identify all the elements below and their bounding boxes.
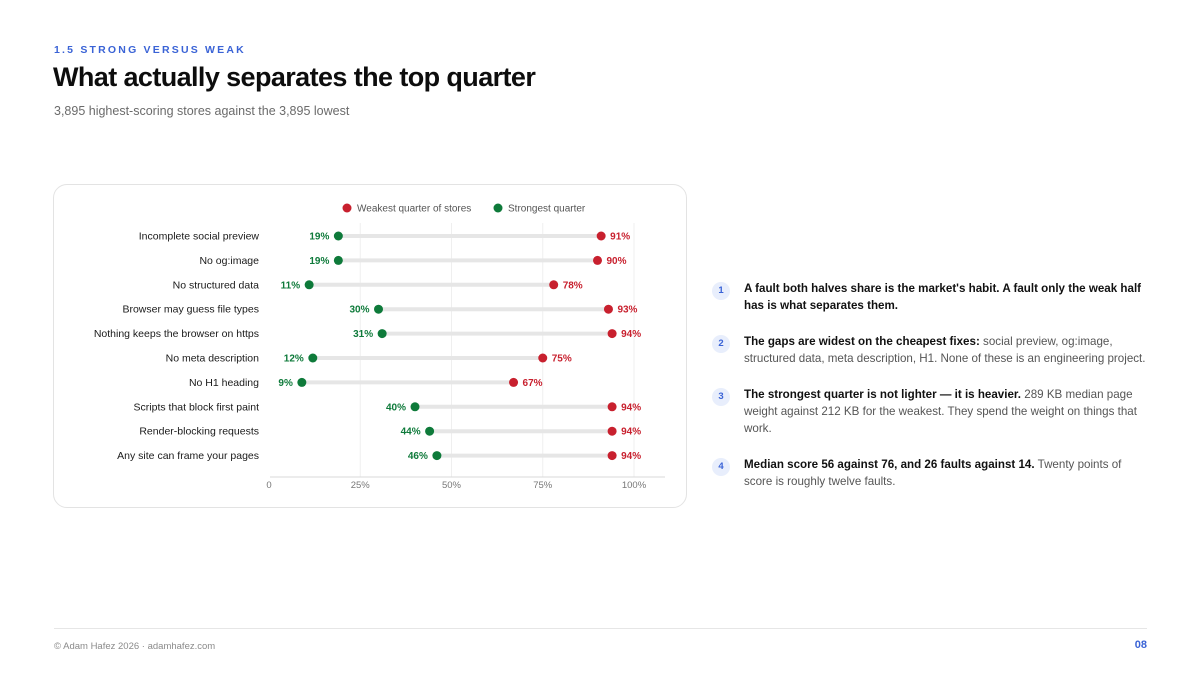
weak-dot xyxy=(596,231,606,241)
note-number: 3 xyxy=(712,388,730,406)
page-number: 08 xyxy=(1134,639,1147,651)
note-item: 3 The strongest quarter is not lighter —… xyxy=(712,386,1152,437)
weak-value-label: 93% xyxy=(617,305,637,316)
legend-weak-marker xyxy=(342,203,352,213)
strong-dot xyxy=(297,377,307,387)
note-body: social preview, og:image, structured dat… xyxy=(744,335,1146,365)
row-label: Browser may guess file types xyxy=(122,304,259,316)
row-label: No H1 heading xyxy=(189,377,259,389)
weak-value-label: 90% xyxy=(607,256,627,267)
note-item: 2 The gaps are widest on the cheapest fi… xyxy=(712,333,1152,367)
dumbbell-chart: 0 25% 50% 75% 100% Weakest quarter of stores S… xyxy=(94,203,665,491)
weak-dot xyxy=(549,280,559,290)
strong-value-label: 46% xyxy=(408,451,428,462)
weak-value-label: 94% xyxy=(621,402,641,413)
section-eyebrow: 1.5 STRONG VERSUS WEAK xyxy=(54,44,246,56)
insight-notes: 1 A fault both halves share is the marke… xyxy=(712,280,1152,509)
footer-credit: © Adam Hafez 2026 · adamhafez.com xyxy=(54,641,216,652)
note-item: 1 A fault both halves share is the marke… xyxy=(712,280,1152,314)
strong-value-label: 12% xyxy=(284,354,304,365)
strong-dot xyxy=(410,402,420,412)
weak-value-label: 94% xyxy=(621,329,641,340)
page-subtitle: 3,895 highest-scoring stores against the… xyxy=(54,104,350,118)
weak-dot xyxy=(607,402,617,412)
weak-dot xyxy=(607,329,617,339)
strong-value-label: 44% xyxy=(401,427,421,438)
strong-value-label: 31% xyxy=(353,329,373,340)
weak-value-label: 75% xyxy=(552,354,572,365)
row-label: No meta description xyxy=(166,353,260,365)
weak-value-label: 67% xyxy=(523,378,543,389)
weak-dot xyxy=(607,426,617,436)
weak-dot xyxy=(607,451,617,461)
note-number: 2 xyxy=(712,335,730,353)
weak-dot xyxy=(509,377,519,387)
row-label: Scripts that block first paint xyxy=(134,401,260,413)
strong-value-label: 19% xyxy=(309,256,329,267)
strong-value-label: 9% xyxy=(278,378,293,389)
chart-card: 0 25% 50% 75% 100% Weakest quarter of stores S… xyxy=(53,184,687,508)
note-number: 1 xyxy=(712,282,730,300)
strong-dot xyxy=(377,329,387,339)
row-label: Render-blocking requests xyxy=(139,426,259,438)
strong-dot xyxy=(333,231,343,241)
weak-value-label: 78% xyxy=(563,280,583,291)
strong-value-label: 30% xyxy=(349,305,369,316)
x-tick-label: 0 xyxy=(266,480,271,491)
strong-value-label: 19% xyxy=(309,232,329,243)
strong-dot xyxy=(432,451,442,461)
x-tick-label: 75% xyxy=(533,480,553,491)
row-label: Any site can frame your pages xyxy=(117,450,259,462)
note-lead: Median score 56 against 76, and 26 fault… xyxy=(744,458,1035,471)
legend-strong-label: Strongest quarter xyxy=(508,204,586,215)
strong-dot xyxy=(308,353,318,363)
x-tick-label: 25% xyxy=(351,480,371,491)
row-label: No og:image xyxy=(199,255,259,267)
weak-dot xyxy=(603,304,613,314)
note-number: 4 xyxy=(712,458,730,476)
weak-value-label: 91% xyxy=(610,232,630,243)
weak-dot xyxy=(538,353,548,363)
row-label: Incomplete social preview xyxy=(139,231,260,243)
note-lead: The gaps are widest on the cheapest fixe… xyxy=(744,335,980,348)
weak-value-label: 94% xyxy=(621,427,641,438)
footer-divider xyxy=(54,628,1147,629)
strong-value-label: 40% xyxy=(386,402,406,413)
strong-dot xyxy=(333,255,343,265)
x-tick-label: 100% xyxy=(622,480,647,491)
strong-dot xyxy=(425,426,435,436)
legend-strong-marker xyxy=(493,203,503,213)
strong-dot xyxy=(304,280,314,290)
note-lead: A fault both halves share is the market'… xyxy=(744,282,1142,312)
note-body: 289 KB median page weight against 212 KB… xyxy=(744,388,1137,435)
note-item: 4 Median score 56 against 76, and 26 fau… xyxy=(712,456,1152,490)
row-label: No structured data xyxy=(173,279,260,291)
page-title: What actually separates the top quarter xyxy=(53,62,536,92)
note-lead: The strongest quarter is not lighter — i… xyxy=(744,388,1022,401)
strong-dot xyxy=(374,304,383,314)
row-label: Nothing keeps the browser on https xyxy=(94,328,259,340)
weak-dot xyxy=(593,255,602,265)
note-body: Twenty points of score is roughly twelve… xyxy=(744,458,1122,488)
weak-value-label: 94% xyxy=(621,451,641,462)
legend-weak-label: Weakest quarter of stores xyxy=(357,204,471,215)
strong-value-label: 11% xyxy=(281,280,301,291)
x-tick-label: 50% xyxy=(442,480,462,491)
